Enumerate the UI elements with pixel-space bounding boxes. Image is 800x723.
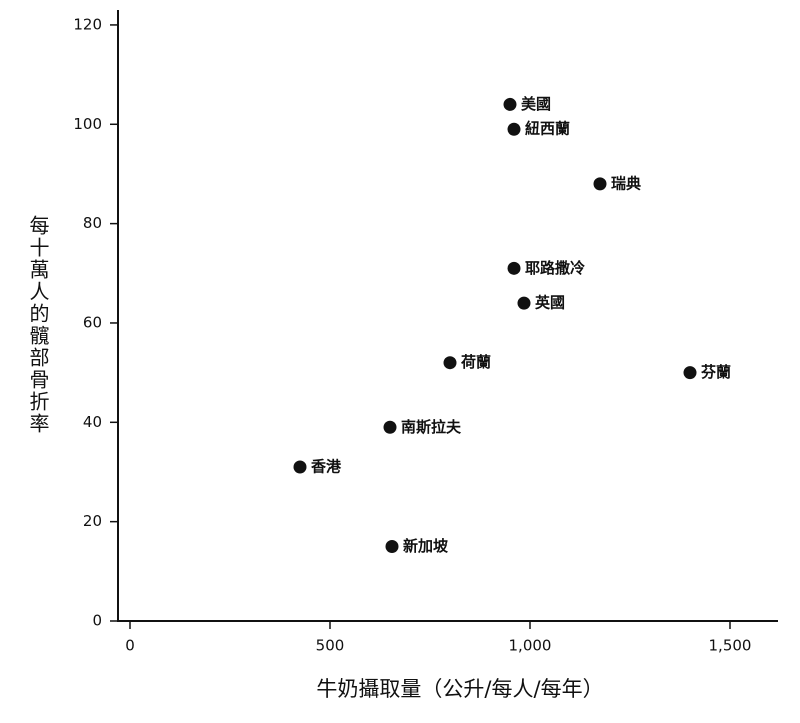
y-tick-label: 80 bbox=[83, 214, 102, 232]
point-label: 新加坡 bbox=[403, 537, 448, 555]
point-label: 美國 bbox=[521, 95, 551, 113]
point-label: 香港 bbox=[311, 458, 342, 476]
x-tick-label: 500 bbox=[316, 637, 345, 655]
y-tick-label: 40 bbox=[83, 413, 102, 431]
point-label: 芬蘭 bbox=[701, 363, 731, 381]
point-label: 紐西蘭 bbox=[525, 120, 570, 138]
y-tick-label: 100 bbox=[73, 115, 102, 133]
point-label: 荷蘭 bbox=[461, 353, 491, 371]
point bbox=[385, 539, 399, 553]
x-tick-label: 1,500 bbox=[709, 637, 752, 655]
point bbox=[507, 261, 521, 275]
point bbox=[443, 356, 457, 370]
point-label: 瑞典 bbox=[611, 174, 641, 192]
y-axis-label: 每十萬人的髖部骨折率 bbox=[26, 215, 50, 435]
y-tick-label: 120 bbox=[73, 15, 102, 33]
x-tick-label: 1,000 bbox=[509, 637, 552, 655]
point-label: 英國 bbox=[535, 294, 565, 312]
point bbox=[293, 460, 307, 474]
point-label: 南斯拉夫 bbox=[401, 418, 462, 436]
y-tick-label: 20 bbox=[83, 512, 102, 530]
point bbox=[683, 366, 697, 380]
point-label: 耶路撒冷 bbox=[525, 259, 585, 277]
y-tick-label: 0 bbox=[92, 612, 102, 630]
x-tick-label: 0 bbox=[125, 637, 135, 655]
y-tick-label: 60 bbox=[83, 313, 102, 331]
point bbox=[503, 97, 517, 111]
x-axis-label: 牛奶攝取量（公升/每人/每年） bbox=[316, 677, 603, 701]
point bbox=[383, 420, 397, 434]
point bbox=[593, 177, 607, 191]
point bbox=[507, 122, 521, 136]
point bbox=[517, 296, 531, 310]
